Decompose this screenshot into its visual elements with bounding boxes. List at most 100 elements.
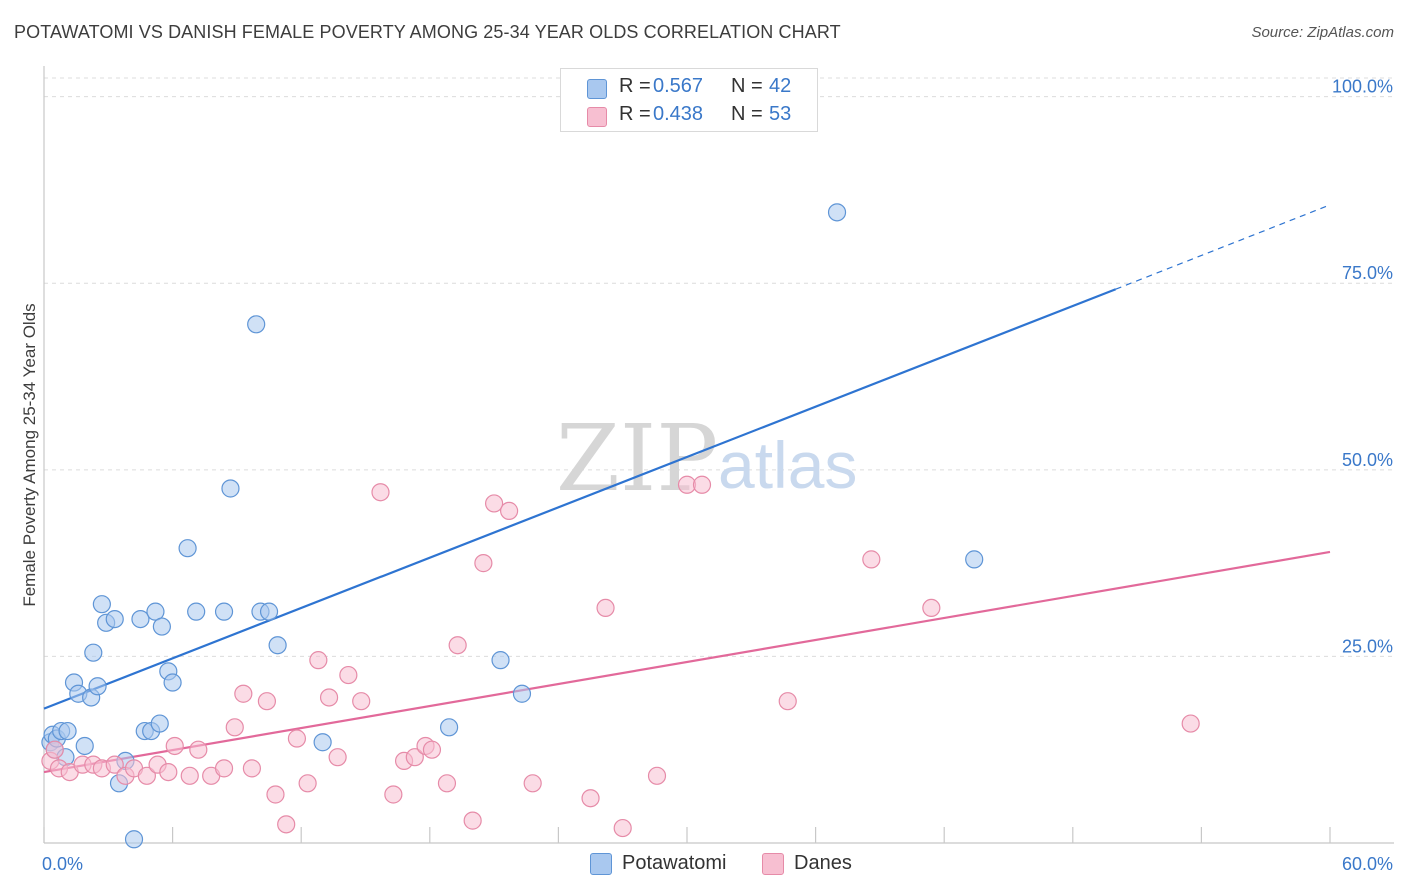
potawatomi-point (827, 203, 847, 222)
danes-point (463, 811, 482, 830)
legend-row-danes: R = 0.438 N = 53 (587, 103, 817, 127)
legend-n-value: 53 (769, 103, 792, 125)
legend-n-value: 42 (769, 75, 792, 97)
tick-labels: 25.0% 50.0% 75.0% 100.0% 0.0% 60.0% (42, 77, 1393, 874)
danes-point (137, 766, 156, 785)
danes-point (105, 755, 124, 774)
potawatomi-point (512, 684, 532, 703)
bottom-legend-swatch-danes (762, 853, 784, 875)
potawatomi-point (163, 673, 182, 692)
danes-point (328, 748, 347, 767)
danes-point (371, 483, 390, 502)
x-tick-label: 60.0% (1342, 854, 1393, 874)
trend-line-extension (1115, 204, 1331, 290)
danes-point (242, 759, 262, 778)
trend-lines (43, 204, 1331, 774)
legend-r-value: 0.567 (653, 75, 704, 97)
potawatomi-point (124, 830, 144, 849)
y-tick-label: 100.0% (1332, 77, 1393, 97)
potawatomi-point (214, 602, 234, 621)
danes-point (339, 665, 358, 685)
danes-point (437, 774, 457, 793)
legend-n-label: N = (731, 75, 763, 97)
danes-point (448, 636, 467, 655)
danes-point (485, 494, 504, 513)
danes-point (352, 692, 371, 711)
danes-point (180, 766, 199, 785)
danes-point (922, 598, 941, 618)
y-tick-label: 50.0% (1342, 450, 1393, 470)
danes-point (581, 789, 600, 808)
danes-point (422, 740, 442, 759)
danes-point (165, 736, 184, 756)
potawatomi-point (221, 479, 240, 498)
legend-r-value: 0.438 (653, 103, 704, 125)
danes-point (523, 774, 542, 793)
danes-point (45, 740, 64, 759)
danes-point (159, 762, 178, 782)
potawatomi-point (247, 315, 266, 334)
bottom-legend-label: Potawatomi (622, 852, 727, 874)
danes-point (596, 598, 615, 618)
danes-point (298, 774, 317, 793)
legend-r-label: R = (619, 75, 651, 97)
danes-point (225, 718, 244, 737)
y-tick-label: 75.0% (1342, 263, 1393, 283)
legend-r-label: R = (619, 103, 651, 125)
watermark-zip: ZIP (556, 405, 718, 512)
bottom-legend-label: Danes (794, 852, 852, 874)
danes-point (500, 501, 519, 520)
potawatomi-point (105, 609, 124, 629)
bottom-legend-swatch-potawatomi (590, 853, 612, 875)
danes-point (234, 684, 253, 703)
danes-point (266, 785, 285, 804)
potawatomi-point (178, 539, 197, 558)
potawatomi-point (92, 595, 111, 614)
watermark-atlas: atlas (718, 428, 857, 502)
danes-point (319, 688, 339, 707)
potawatomi-point (439, 718, 459, 737)
potawatomi-point (187, 602, 206, 621)
danes-point (778, 692, 797, 711)
legend-n-label: N = (731, 103, 763, 125)
y-axis-label: Female Poverty Among 25-34 Year Olds (20, 303, 39, 606)
danes-point (405, 748, 424, 767)
potawatomi-point (150, 714, 169, 733)
potawatomi-point (84, 643, 103, 662)
danes-point (257, 692, 277, 711)
danes-point (862, 550, 881, 569)
correlation-legend: R = 0.567 N = 42 R = 0.438 N = 53 (560, 68, 818, 132)
potawatomi-point (58, 721, 77, 741)
potawatomi-point (491, 651, 510, 670)
danes-point (214, 759, 234, 778)
legend-swatch-potawatomi (587, 79, 607, 99)
watermark: ZIP atlas (556, 405, 857, 512)
x-tick-label: 0.0% (42, 854, 83, 874)
axes (43, 66, 1394, 844)
danes-point (287, 729, 307, 748)
danes-point (692, 475, 712, 494)
trend-line-danes (43, 550, 1331, 774)
potawatomi-point (75, 736, 94, 756)
danes-point (474, 554, 493, 573)
y-tick-label: 25.0% (1342, 636, 1393, 656)
potawatomi-point (313, 733, 332, 752)
danes-point (309, 651, 328, 670)
danes-point (647, 766, 667, 785)
trend-line-potawatomi (43, 288, 1117, 710)
potawatomi-point (259, 602, 279, 621)
potawatomi-point (965, 550, 984, 569)
source-credit: Source: ZipAtlas.com (1251, 24, 1394, 41)
potawatomi-point (88, 677, 107, 696)
danes-point (189, 740, 208, 759)
grid-lines (44, 77, 1394, 657)
potawatomi-point (131, 609, 150, 629)
danes-point (384, 785, 403, 804)
potawatomi-point (152, 617, 171, 636)
legend-row-potawatomi: R = 0.567 N = 42 (587, 75, 817, 99)
danes-points (41, 475, 1200, 838)
legend-swatch-danes (587, 107, 607, 127)
potawatomi-point (268, 636, 287, 655)
danes-point (1181, 714, 1200, 733)
